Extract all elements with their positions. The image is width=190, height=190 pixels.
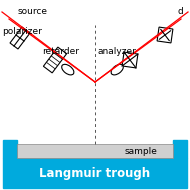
Text: analyzer: analyzer bbox=[98, 47, 137, 56]
Polygon shape bbox=[122, 52, 138, 68]
Polygon shape bbox=[10, 27, 30, 49]
Polygon shape bbox=[157, 27, 173, 43]
Text: sample: sample bbox=[125, 146, 158, 155]
Text: retarder: retarder bbox=[42, 47, 79, 56]
Text: polarizer: polarizer bbox=[2, 27, 42, 36]
Bar bbox=[3, 140, 17, 158]
Text: source: source bbox=[18, 7, 48, 16]
Ellipse shape bbox=[62, 64, 74, 75]
Bar bbox=[17, 144, 173, 158]
Text: d: d bbox=[178, 7, 184, 16]
Text: Langmuir trough: Langmuir trough bbox=[40, 166, 150, 180]
Polygon shape bbox=[43, 47, 67, 73]
Bar bbox=[173, 140, 187, 158]
Ellipse shape bbox=[111, 64, 123, 75]
Bar bbox=[3, 158, 187, 188]
